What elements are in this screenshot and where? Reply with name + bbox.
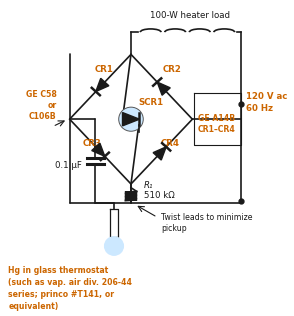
Text: 100-W heater load: 100-W heater load — [150, 11, 230, 20]
Text: SCR1: SCR1 — [138, 98, 164, 107]
Text: CR3: CR3 — [83, 139, 102, 148]
Polygon shape — [153, 147, 166, 160]
Text: 0.1 μF: 0.1 μF — [55, 161, 82, 170]
Text: 510 kΩ: 510 kΩ — [144, 191, 175, 200]
Text: CR2: CR2 — [162, 65, 181, 74]
Polygon shape — [157, 82, 170, 95]
Text: Twist leads to minimize
pickup: Twist leads to minimize pickup — [161, 213, 253, 233]
Polygon shape — [123, 112, 139, 126]
Text: CR1: CR1 — [95, 65, 114, 74]
Polygon shape — [96, 78, 109, 92]
Text: CR4: CR4 — [160, 139, 179, 148]
Text: GE A14B
CR1–CR4: GE A14B CR1–CR4 — [198, 114, 236, 134]
Text: Hg in glass thermostat
(such as vap. air div. 206-44
series; princo #T141, or
eq: Hg in glass thermostat (such as vap. air… — [8, 266, 132, 311]
Text: 120 V ac
60 Hz: 120 V ac 60 Hz — [246, 93, 288, 112]
Circle shape — [105, 237, 123, 255]
Polygon shape — [92, 143, 105, 156]
Text: R₁: R₁ — [144, 181, 154, 190]
Text: GE C58
or
C106B: GE C58 or C106B — [26, 90, 56, 121]
Circle shape — [119, 107, 143, 131]
